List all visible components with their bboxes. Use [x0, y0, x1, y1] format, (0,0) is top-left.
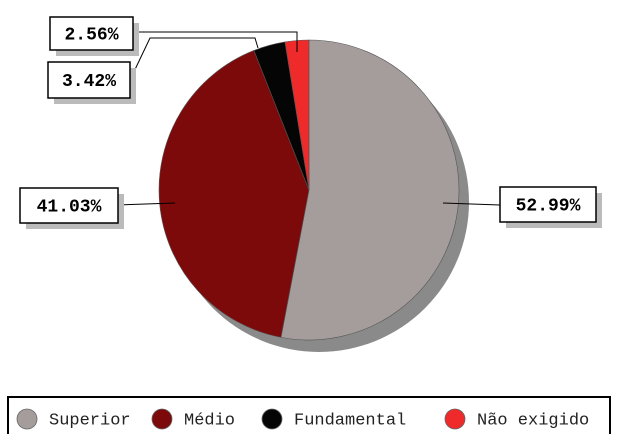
legend-label: Superior	[49, 411, 131, 430]
legend-label: Fundamental	[294, 411, 406, 430]
leader-line	[117, 202, 176, 206]
legend-label: Médio	[184, 411, 235, 430]
legend-label: Não exigido	[477, 411, 589, 430]
data-label: 2.56%	[64, 25, 118, 45]
leader-line	[442, 202, 501, 206]
data-label: 52.99%	[516, 196, 581, 216]
data-label: 41.03%	[37, 197, 102, 217]
label-box	[19, 187, 119, 224]
leader-line	[129, 37, 259, 81]
legend-box	[7, 396, 611, 434]
label-box	[49, 16, 134, 51]
legend-swatch	[261, 408, 283, 430]
data-label: 3.42%	[62, 72, 116, 92]
legend-swatch	[444, 408, 466, 430]
pie-slice	[280, 39, 460, 341]
leader-line	[133, 31, 298, 52]
pie-slice	[158, 50, 310, 338]
legend-swatch	[151, 408, 173, 430]
label-box	[499, 186, 597, 223]
label-box	[47, 61, 131, 99]
legend-swatch	[16, 408, 38, 430]
